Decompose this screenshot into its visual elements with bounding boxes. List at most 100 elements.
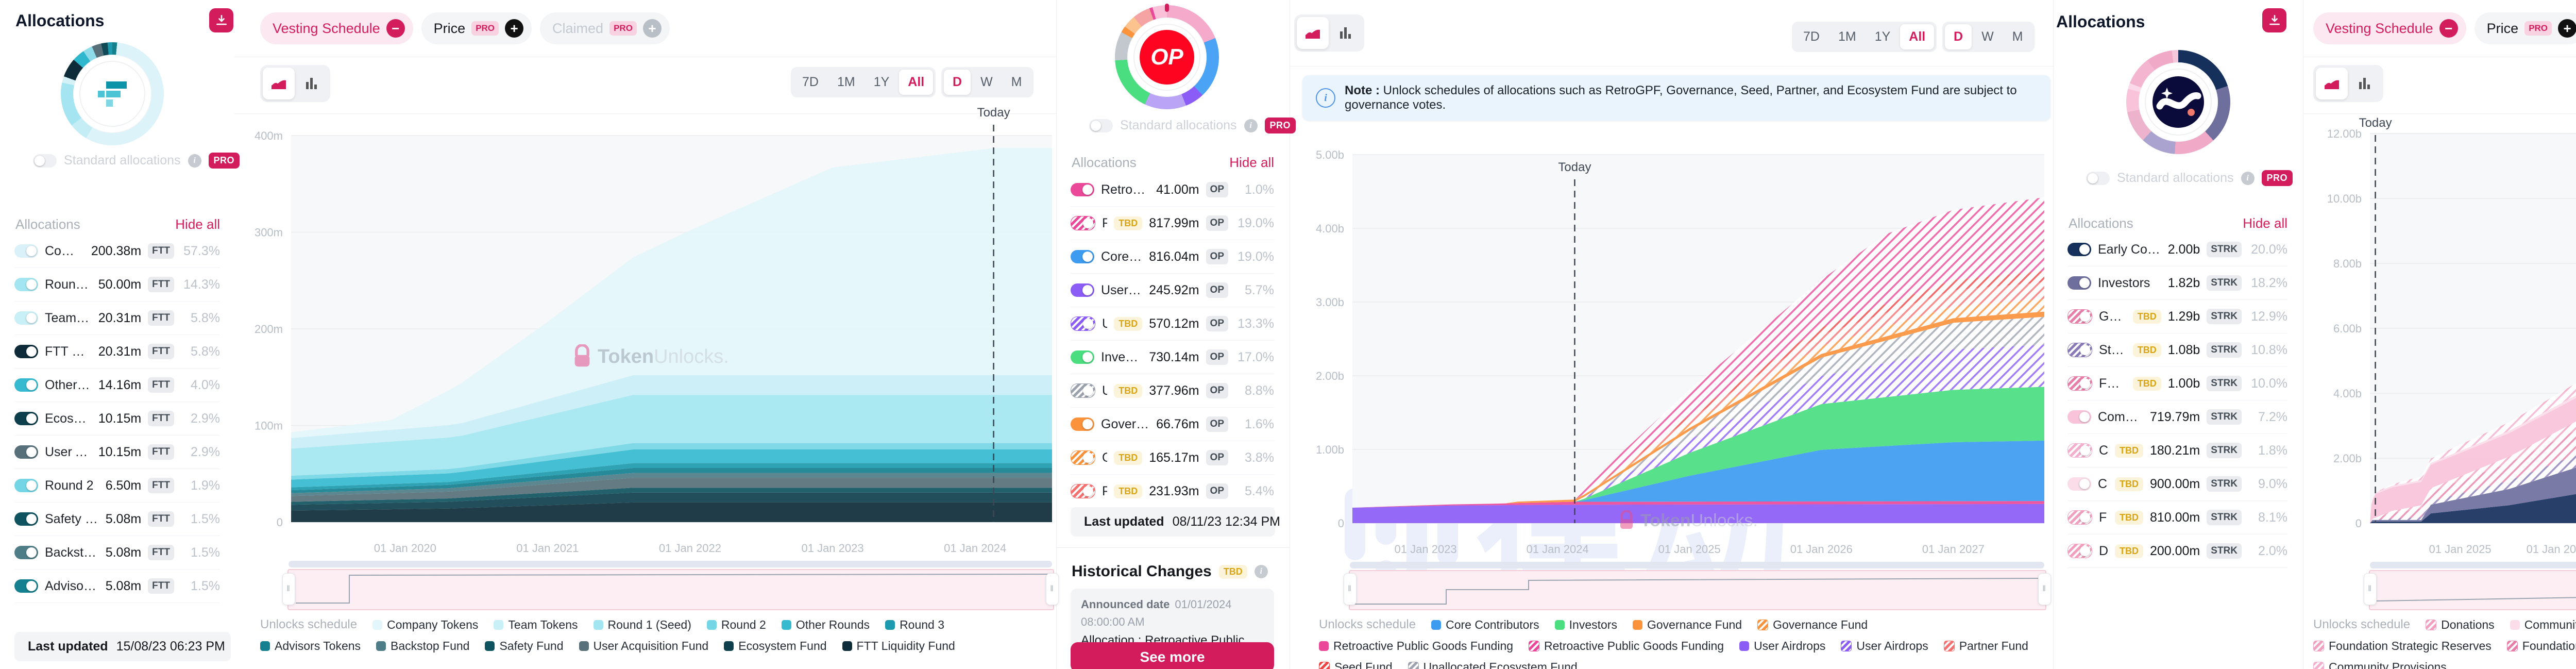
legend-item[interactable]: Round 3 [885,618,944,632]
allocation-toggle[interactable] [14,445,38,459]
standard-allocations-toggle[interactable] [33,154,57,168]
bar-chart-icon[interactable] [1330,17,1362,49]
slider-handle-left[interactable]: ‖ [282,573,295,605]
allocation-toggle[interactable] [1071,350,1094,364]
hide-all-link[interactable]: Hide all [2243,215,2287,231]
legend-item[interactable]: Round 1 (Seed) [593,618,691,632]
slider-handle-left[interactable]: ‖ [2364,573,2377,605]
timeframe-m[interactable]: M [2012,29,2023,44]
series-toggle-claimed[interactable]: Claimed PRO + [540,12,670,44]
timeframe-1y[interactable]: 1Y [1874,29,1891,44]
allocation-toggle[interactable] [14,345,38,358]
standard-allocations-toggle[interactable] [1089,119,1113,132]
legend-item[interactable]: User Airdrops [1739,639,1825,653]
allocation-toggle[interactable] [2067,477,2091,491]
allocation-toggle[interactable] [14,512,38,526]
slider-track[interactable] [2370,562,2576,568]
timeframe-w[interactable]: W [1981,29,1994,44]
timeframe-1m[interactable]: 1M [837,75,855,89]
allocation-toggle[interactable] [1071,450,1095,465]
bar-chart-icon[interactable] [2349,68,2381,99]
allocation-toggle[interactable] [1071,383,1095,398]
legend-item[interactable]: Investors [1554,618,1617,632]
allocation-toggle[interactable] [14,579,38,593]
range-slider[interactable] [1349,570,2046,610]
legend-item[interactable]: Community Provisions [2313,660,2447,669]
area-chart-icon[interactable] [263,68,295,99]
timeframe-w[interactable]: W [980,75,993,89]
allocation-toggle[interactable] [2067,443,2092,458]
legend-item[interactable]: Retroactive Public Goods Funding [1529,639,1724,653]
legend-item[interactable]: Partner Fund [1943,639,2028,653]
timeframe-7d[interactable]: 7D [802,75,819,89]
legend-item[interactable]: Foundation Strategic Reserves [2313,639,2492,653]
allocation-toggle[interactable] [1071,250,1094,263]
timeframe-1m[interactable]: 1M [1838,29,1856,44]
timeframe-m[interactable]: M [1011,75,1022,89]
legend-item[interactable]: Donations [2426,618,2495,632]
allocations-donut-ftt[interactable] [61,42,164,145]
series-toggle-price[interactable]: Price PRO + [2474,12,2576,44]
legend-item[interactable]: Foundation Treasury [2506,639,2576,653]
allocation-toggle[interactable] [14,278,38,291]
slider-handle-left[interactable]: ‖ [1344,573,1357,605]
allocation-toggle[interactable] [14,412,38,425]
standard-allocations-toggle[interactable] [2086,171,2110,185]
legend-item[interactable]: Unallocated Ecosystem Fund [1408,660,1578,669]
legend-item[interactable]: Company Tokens [372,618,478,632]
timeframe-all[interactable]: All [899,70,934,95]
allocation-toggle[interactable] [2067,410,2091,424]
series-toggle-vesting-schedule[interactable]: Vesting Schedule − [260,12,413,44]
legend-item[interactable]: Seed Fund [1319,660,1393,669]
legend-item[interactable]: FTT Liquidity Fund [842,639,955,653]
allocation-toggle[interactable] [1071,283,1094,297]
allocation-toggle[interactable] [14,546,38,559]
range-slider[interactable] [287,569,1054,610]
allocation-toggle[interactable] [2067,343,2092,357]
series-toggle-vesting-schedule[interactable]: Vesting Schedule − [2313,12,2466,44]
series-toggle-price[interactable]: Price PRO + [421,12,532,44]
timeframe-d[interactable]: D [1945,24,1972,49]
info-icon[interactable]: i [1244,119,1258,132]
allocation-toggle[interactable] [2067,510,2092,525]
legend-item[interactable]: Governance Fund [1632,618,1742,632]
area-chart-icon[interactable] [1297,17,1329,49]
allocation-toggle[interactable] [2067,309,2092,324]
allocation-toggle[interactable] [1071,316,1095,331]
allocation-toggle[interactable] [14,244,38,258]
allocation-toggle[interactable] [2067,544,2092,558]
legend-item[interactable]: User Acquisition Fund [579,639,708,653]
allocation-toggle[interactable] [1071,216,1095,230]
legend-item[interactable]: Core Contributors [1431,618,1539,632]
info-icon[interactable]: i [1254,565,1268,578]
timeframe-all[interactable]: All [1900,24,1935,49]
hide-all-link[interactable]: Hide all [1229,155,1274,170]
allocation-toggle[interactable] [14,311,38,325]
allocation-toggle[interactable] [14,479,38,492]
legend-item[interactable]: Governance Fund [1757,618,1868,632]
download-button[interactable] [209,8,233,32]
slider-handle-right[interactable]: ‖ [2038,573,2051,605]
allocation-toggle[interactable] [2067,243,2091,256]
info-icon[interactable]: i [188,154,201,168]
allocation-toggle[interactable] [2067,276,2091,290]
hide-all-link[interactable]: Hide all [175,216,220,232]
slider-handle-right[interactable]: ‖ [1046,573,1059,605]
area-chart-icon[interactable] [2316,68,2348,99]
allocation-toggle[interactable] [2067,376,2092,391]
timeframe-1y[interactable]: 1Y [873,75,890,89]
allocations-donut-strk[interactable] [2126,50,2230,154]
info-icon[interactable]: i [2241,171,2255,185]
see-more-button[interactable]: See more [1071,642,1274,669]
slider-track[interactable] [1350,562,2044,568]
legend-item[interactable]: Round 2 [706,618,766,632]
timeframe-7d[interactable]: 7D [1803,29,1820,44]
legend-item[interactable]: User Airdrops [1841,639,1928,653]
timeframe-d[interactable]: D [944,70,971,95]
range-slider[interactable] [2369,570,2576,610]
bar-chart-icon[interactable] [296,68,328,99]
allocation-toggle[interactable] [1071,417,1094,431]
legend-item[interactable]: Other Rounds [781,618,870,632]
legend-item[interactable]: Backstop Fund [376,639,469,653]
legend-item[interactable]: Ecosystem Fund [724,639,827,653]
